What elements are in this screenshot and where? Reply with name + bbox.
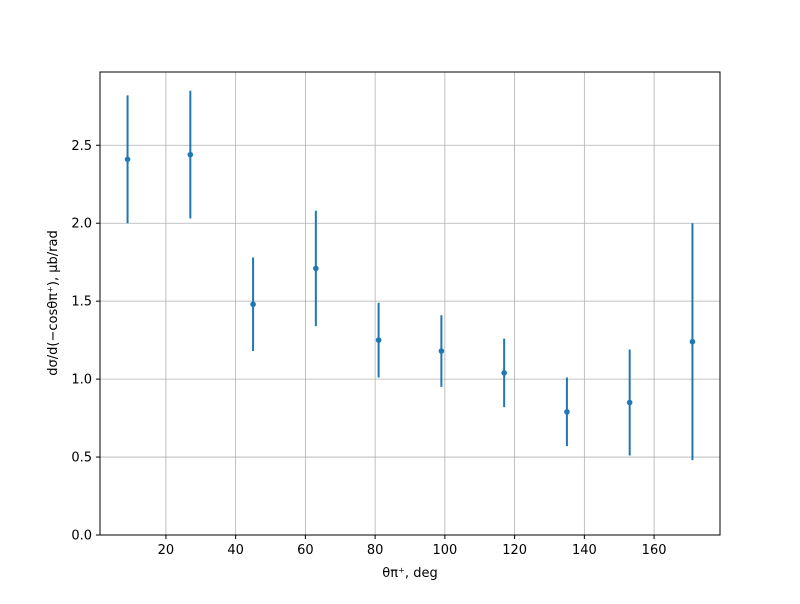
data-point [250,301,256,308]
x-tick-label: 80 [367,543,384,558]
plot-frame [99,71,721,536]
x-tick-label: 100 [432,543,457,558]
data-point [564,409,570,415]
data-point [375,337,382,343]
x-tick-label: 20 [158,543,175,558]
x-axis-label: θπ⁺, deg [382,566,437,581]
y-tick-label: 0.5 [71,451,92,466]
data-point [501,370,507,376]
y-tick-label: 0.0 [71,529,92,544]
y-tick-label: 1.0 [71,373,92,388]
y-tick-label: 2.0 [71,217,92,232]
data-point [313,265,319,272]
x-tick-label: 140 [572,543,597,558]
data-point [438,348,445,354]
x-tick-label: 40 [227,543,244,558]
data-point [124,156,131,163]
x-tick-label: 60 [297,543,314,558]
y-tick-label: 2.5 [71,139,92,154]
data-point [187,151,194,158]
y-tick-label: 1.5 [71,295,92,310]
x-tick-label: 160 [642,543,667,558]
x-tick-label: 120 [502,543,527,558]
data-point [689,338,696,345]
data-point [626,399,633,406]
y-axis-label: dσ/d(−cosθπ⁺), μb/rad [46,230,61,375]
